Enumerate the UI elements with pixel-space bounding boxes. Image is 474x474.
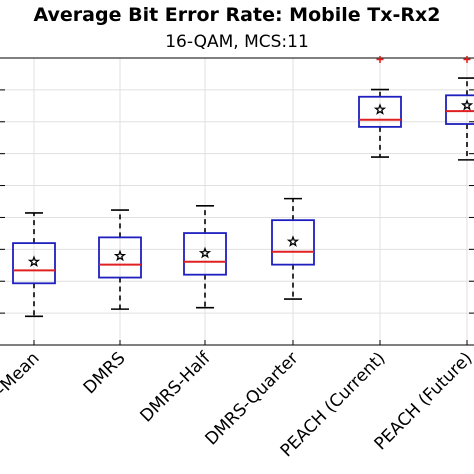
chart-title: Average Bit Error Rate: Mobile Tx-Rx2 (33, 4, 441, 26)
box (183, 232, 227, 276)
x-tick-label: DMRS (80, 348, 130, 398)
box (271, 219, 315, 266)
x-tick-label: DMRS-Quarter (202, 348, 303, 449)
x-tick-label: -Mean (0, 348, 44, 399)
x-tick-label: DMRS-Half (136, 348, 215, 427)
box (98, 236, 142, 279)
mean-marker (286, 235, 300, 247)
box (358, 95, 402, 128)
mean-marker (113, 249, 127, 262)
mean-marker (198, 246, 212, 259)
box (12, 242, 56, 285)
mean-marker (373, 103, 387, 115)
box (445, 94, 474, 125)
mean-marker (460, 98, 474, 111)
chart-subtitle: 16-QAM, MCS:11 (165, 32, 309, 52)
mean-marker (27, 255, 41, 268)
